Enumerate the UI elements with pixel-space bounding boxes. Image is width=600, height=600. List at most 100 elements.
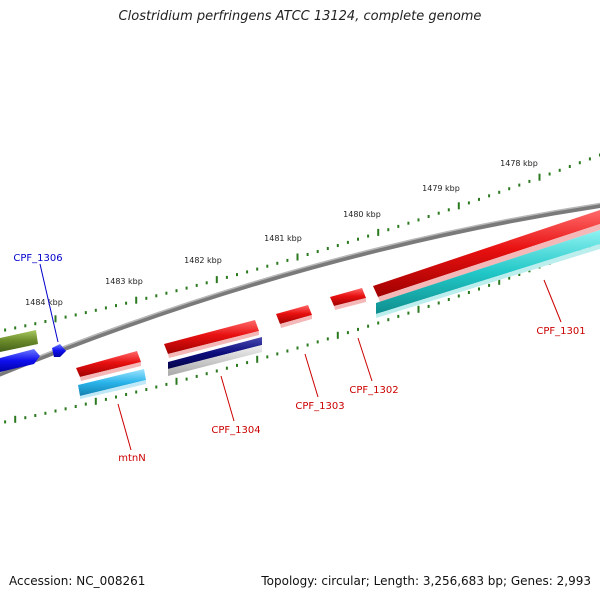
minor-tick <box>417 218 420 222</box>
gene-label-cpf-1302: CPF_1302 <box>349 385 398 396</box>
major-tick <box>417 305 420 313</box>
reverse-gene-cyan-right[interactable] <box>376 230 600 318</box>
minor-tick <box>467 201 470 205</box>
gene-mtnn-feature[interactable] <box>76 351 141 381</box>
minor-tick <box>155 385 158 389</box>
major-tick <box>215 276 218 284</box>
minor-tick <box>457 294 460 298</box>
minor-tick <box>578 161 581 165</box>
minor-tick <box>397 224 400 228</box>
gene-cpf-1303-feature[interactable] <box>276 305 312 328</box>
minor-tick <box>427 304 430 308</box>
minor-tick <box>125 301 128 305</box>
minor-tick <box>225 366 228 370</box>
minor-tick <box>286 349 289 353</box>
minor-tick <box>135 390 138 394</box>
minor-tick <box>478 197 480 201</box>
minor-tick <box>64 315 67 319</box>
minor-tick <box>296 346 299 350</box>
scale-label: 1479 kbp <box>422 184 460 193</box>
minor-tick <box>175 289 178 293</box>
minor-tick <box>54 409 57 413</box>
minor-tick <box>24 416 27 420</box>
gene-cpf-1301-feature[interactable] <box>373 210 600 302</box>
minor-tick <box>34 414 37 417</box>
outer-scale-ticks <box>4 153 600 332</box>
minor-tick <box>74 313 77 317</box>
minor-tick <box>185 377 188 381</box>
minor-tick <box>316 340 319 344</box>
minor-tick <box>14 326 17 330</box>
minor-tick <box>588 157 591 161</box>
minor-tick <box>236 273 238 277</box>
minor-tick <box>488 283 491 287</box>
minor-tick <box>276 352 279 356</box>
minor-tick <box>104 397 107 401</box>
gene-labels: CPF_1301 CPF_1302 CPF_1303 CPF_1304 mtnN… <box>13 253 585 464</box>
genome-summary-text: Topology: circular; Length: 3,256,683 bp… <box>261 574 591 588</box>
minor-tick <box>346 240 349 244</box>
scale-label: 1483 kbp <box>105 277 143 286</box>
major-tick <box>377 228 380 236</box>
major-tick <box>498 277 501 285</box>
accession-text: Accession: NC_008261 <box>9 574 146 588</box>
minor-tick <box>225 275 228 279</box>
gene-blue-left[interactable] <box>0 349 40 372</box>
minor-tick <box>357 327 359 331</box>
minor-tick <box>236 363 238 367</box>
minor-tick <box>4 328 7 332</box>
minor-tick <box>34 322 37 326</box>
minor-tick <box>367 324 370 328</box>
minor-tick <box>548 172 551 176</box>
minor-tick <box>518 273 521 276</box>
major-tick <box>538 173 541 181</box>
major-tick <box>175 377 178 385</box>
minor-tick <box>528 179 531 183</box>
minor-tick <box>195 374 198 378</box>
minor-tick <box>357 237 359 241</box>
reverse-gene-navy[interactable] <box>168 337 262 376</box>
scale-label: 1482 kbp <box>184 256 222 265</box>
minor-tick <box>256 267 259 271</box>
gene-label-cpf-1306: CPF_1306 <box>13 253 62 264</box>
minor-tick <box>165 291 168 295</box>
gene-cpf-1302-feature[interactable] <box>330 288 366 310</box>
reverse-gene-sky[interactable] <box>78 369 146 399</box>
minor-tick <box>437 301 440 305</box>
minor-tick <box>316 250 319 253</box>
major-tick <box>135 296 138 304</box>
gene-cpf-1304-feature[interactable] <box>164 320 259 358</box>
minor-tick <box>508 276 511 280</box>
minor-tick <box>407 311 410 315</box>
map-title: Clostridium perfringens ATCC 13124, comp… <box>118 9 482 24</box>
minor-tick <box>568 165 571 168</box>
minor-tick <box>115 395 117 399</box>
gene-olive-left[interactable] <box>0 330 38 352</box>
gene-label-cpf-1304: CPF_1304 <box>211 425 260 436</box>
minor-tick <box>24 324 27 328</box>
minor-tick <box>407 221 410 225</box>
gene-label-mtnn: mtnN <box>118 453 145 464</box>
scale-label: 1484 kbp <box>25 298 63 307</box>
minor-tick <box>185 286 188 290</box>
genome-backbone <box>0 202 600 377</box>
minor-tick <box>518 183 521 187</box>
minor-tick <box>266 264 269 268</box>
minor-tick <box>64 407 67 411</box>
minor-tick <box>44 411 47 415</box>
minor-tick <box>437 211 440 215</box>
minor-tick <box>377 321 380 325</box>
major-tick <box>336 331 339 339</box>
scale-labels: 1478 kbp 1479 kbp 1480 kbp 1481 kbp 1482… <box>25 159 538 307</box>
minor-tick <box>215 369 218 373</box>
minor-tick <box>246 270 249 274</box>
major-tick <box>296 253 299 261</box>
minor-tick <box>125 393 128 396</box>
gene-label-cpf-1301: CPF_1301 <box>536 326 585 337</box>
gene-cpf-1306-feature[interactable] <box>52 344 66 357</box>
minor-tick <box>447 298 450 301</box>
minor-tick <box>387 228 390 232</box>
minor-tick <box>266 355 269 359</box>
minor-tick <box>326 247 329 250</box>
